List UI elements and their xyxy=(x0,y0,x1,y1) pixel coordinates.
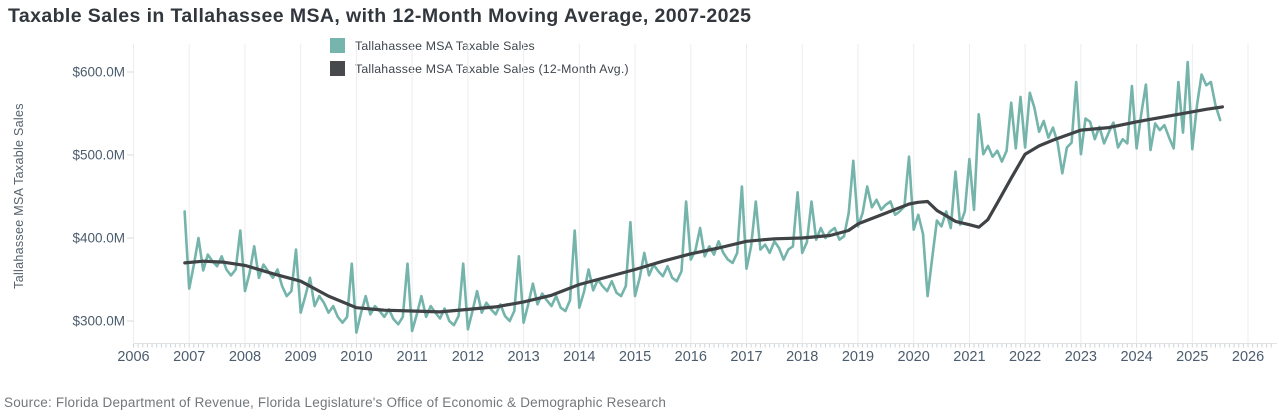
legend-label-moving-average: Tallahassee MSA Taxable Sales (12-Month … xyxy=(355,61,629,76)
legend-swatch-taxable-sales xyxy=(330,38,345,53)
x-tick-label: 2021 xyxy=(953,349,985,365)
x-tick-label: 2007 xyxy=(173,349,205,365)
x-tick-label: 2015 xyxy=(619,349,651,365)
y-tick-label: $400.0M xyxy=(72,231,125,246)
x-tick-label: 2024 xyxy=(1120,349,1152,365)
y-tick-label: $300.0M xyxy=(72,314,125,329)
legend-swatch-moving-average xyxy=(330,61,345,76)
x-tick-label: 2026 xyxy=(1232,349,1264,365)
x-tick-label: 2014 xyxy=(563,349,595,365)
x-tick-label: 2023 xyxy=(1065,349,1097,365)
x-tick-label: 2016 xyxy=(675,349,707,365)
chart-legend: Tallahassee MSA Taxable Sales Tallahasse… xyxy=(330,38,629,84)
y-axis-title: Tallahassee MSA Taxable Sales xyxy=(12,103,26,289)
x-tick-label: 2020 xyxy=(898,349,930,365)
x-tick-label: 2018 xyxy=(786,349,818,365)
x-tick-label: 2022 xyxy=(1009,349,1041,365)
legend-item-moving-average[interactable]: Tallahassee MSA Taxable Sales (12-Month … xyxy=(330,61,629,76)
x-tick-label: 2010 xyxy=(340,349,372,365)
x-tick-label: 2006 xyxy=(117,349,149,365)
series-taxable-sales-line xyxy=(183,60,1222,334)
x-tick-label: 2013 xyxy=(507,349,539,365)
legend-item-taxable-sales[interactable]: Tallahassee MSA Taxable Sales xyxy=(330,38,629,53)
source-note: Source: Florida Department of Revenue, F… xyxy=(4,395,667,410)
x-tick-label: 2009 xyxy=(285,349,317,365)
series-moving-average-line xyxy=(183,105,1225,314)
x-tick-label: 2008 xyxy=(229,349,261,365)
y-tick-label: $500.0M xyxy=(72,148,125,163)
year-gridlines xyxy=(133,44,1249,344)
x-tick-label: 2011 xyxy=(397,349,428,365)
x-tick-label: 2019 xyxy=(842,349,874,365)
x-tick-label: 2017 xyxy=(730,349,762,365)
y-tick-label: $600.0M xyxy=(72,65,125,80)
x-tick-label: 2025 xyxy=(1176,349,1208,365)
chart-title: Taxable Sales in Tallahassee MSA, with 1… xyxy=(8,5,752,27)
legend-label-taxable-sales: Tallahassee MSA Taxable Sales xyxy=(355,38,535,53)
x-tick-label: 2012 xyxy=(452,349,484,365)
x-axis-minor-ticks xyxy=(133,344,1272,348)
